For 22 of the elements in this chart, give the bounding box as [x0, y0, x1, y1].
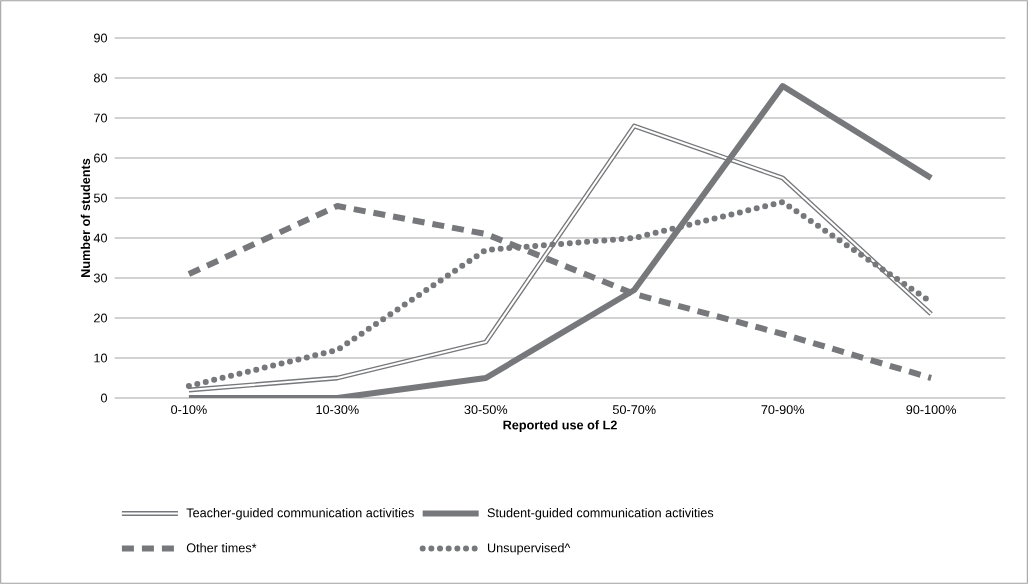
y-tick-label: 60: [94, 153, 108, 163]
y-tick-label: 40: [93, 233, 108, 243]
x-tick-label: 10-30%: [316, 405, 359, 415]
y-tick-label: 50: [93, 193, 108, 203]
x-tick-label: 0-10%: [171, 405, 207, 415]
x-axis-title: Reported use of L2: [503, 420, 617, 432]
y-tick-label: 20: [94, 313, 108, 323]
x-tick-label: 30-50%: [464, 405, 508, 415]
legend-label: Other times*: [186, 543, 257, 553]
legend-label: Unsupervised^: [487, 543, 571, 555]
y-tick-label: 30: [93, 273, 108, 283]
x-tick-label: 90-100%: [906, 405, 957, 415]
y-tick-label: 90: [94, 33, 108, 43]
y-tick-label: 70: [94, 113, 108, 123]
y-tick-label: 0: [100, 393, 108, 403]
legend-label: Student-guided communication activities: [487, 507, 714, 520]
x-tick-label: 50-70%: [612, 405, 656, 415]
y-tick-label: 80: [93, 73, 108, 83]
legend-label: Teacher-guided communication activities: [186, 507, 414, 520]
y-tick-label: 10: [94, 353, 108, 363]
x-tick-label: 70-90%: [761, 405, 805, 415]
y-axis-title: Number of students: [80, 158, 91, 277]
